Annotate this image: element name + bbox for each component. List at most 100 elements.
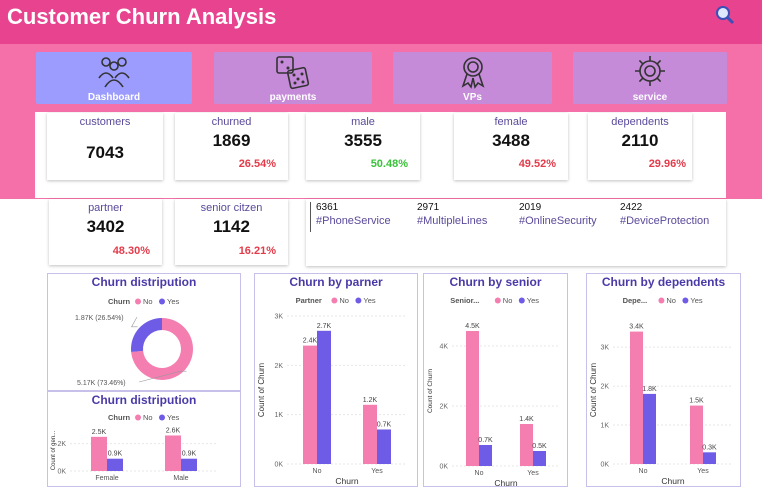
- churn-partner-data-label: 1.2K: [363, 397, 378, 404]
- churn-senior-xtick-label: No: [475, 470, 484, 477]
- kpi-senior-value: 1142: [213, 217, 250, 236]
- nav-vps-button[interactable]: VPs: [393, 52, 552, 104]
- kpi-churned-value: 1869: [212, 131, 251, 150]
- people-icon: [98, 57, 130, 88]
- kpi-customers-label: customers: [79, 116, 131, 128]
- churn-partner-legend-label-yes: Yes: [363, 296, 375, 305]
- gear-icon: [635, 56, 665, 86]
- churn-pie-card: Churn distripution Churn No Yes 5.17K (73.4…: [47, 273, 241, 391]
- churn-dependents-bar-no-yes[interactable]: [643, 393, 656, 464]
- churn-partner-xtick-label: Yes: [371, 468, 383, 475]
- churn-dependents-legend-label-yes: Yes: [690, 296, 702, 305]
- churn-partner-title: Churn by parner: [289, 275, 383, 289]
- churn-gender-legend-marker-yes: [159, 414, 165, 421]
- churn-partner-data-label: 2.4K: [303, 338, 318, 345]
- churn-senior-bar-yes-yes[interactable]: [533, 451, 546, 466]
- churn-dependents-legend-marker-yes: [682, 297, 689, 304]
- churn-senior-bar-yes-no[interactable]: [520, 424, 533, 466]
- churn-partner-bar-no-yes[interactable]: [317, 330, 331, 464]
- churn-gender-bar-male-yes[interactable]: [181, 458, 197, 471]
- churn-senior-ytick-label: 0K: [439, 464, 448, 471]
- service-phone-count: 6361: [316, 202, 339, 213]
- churn-partner-bar-no-no[interactable]: [303, 345, 317, 464]
- kpi-female-pct: 49.52%: [518, 158, 556, 170]
- search-icon[interactable]: [714, 4, 736, 26]
- kpi-male-value: 3555: [344, 131, 382, 150]
- nav-dashboard-button[interactable]: Dashboard: [36, 52, 192, 104]
- churn-pie-slice-label: 5.17K (73.46%): [77, 380, 126, 387]
- churn-partner-card: Churn by parner Partner No Yes 0K 1K 2K 3K Coun…: [254, 273, 418, 487]
- nav-dashboard-label: Dashboard: [87, 92, 141, 103]
- kpi-partner-value: 3402: [86, 217, 125, 236]
- churn-gender-card: Churn distripution Churn No Yes 0K 2K Count o…: [47, 391, 241, 487]
- churn-senior-bar-no-no[interactable]: [466, 331, 479, 466]
- churn-dependents-bar-yes-yes[interactable]: [703, 452, 716, 464]
- churn-partner-bar-yes-no[interactable]: [363, 404, 377, 464]
- churn-pie-legend-label-no: No: [143, 297, 153, 306]
- churn-dependents-legend-marker-no: [658, 297, 665, 304]
- kpi-dependents-card: dependents 2110 29.96%: [588, 113, 692, 180]
- churn-senior-bar-no-yes[interactable]: [479, 445, 492, 466]
- churn-dependents-legend-label-no: No: [666, 296, 676, 305]
- churn-dependents-xtick-label: Yes: [697, 468, 709, 475]
- churn-gender-legend-label-no: No: [143, 413, 153, 422]
- churn-partner-legend-label-no: No: [339, 296, 349, 305]
- page-title: Customer Churn Analysis: [7, 4, 277, 29]
- churn-gender-legend-marker-no: [135, 414, 141, 421]
- churn-partner-chart: Partner No Yes 0K 1K 2K 3K Count of Churn 2.4K 2.…: [257, 296, 407, 486]
- churn-senior-data-label: 1.4K: [519, 416, 534, 423]
- churn-gender-data-label: 0.9K: [182, 451, 197, 458]
- churn-gender-xtick-label: Female: [95, 475, 118, 482]
- churn-gender-ytick-label: 0K: [57, 469, 66, 476]
- churn-pie-slice-label: 1.87K (26.54%): [75, 315, 124, 322]
- churn-partner-ytick-label: 1K: [274, 412, 283, 419]
- churn-gender-ytick-label: 2K: [57, 441, 66, 448]
- churn-partner-xlabel: Churn: [335, 476, 358, 486]
- kpi-partner-pct: 48.30%: [112, 245, 150, 257]
- churn-pie-title: Churn distripution: [91, 275, 197, 289]
- churn-gender-legend-label-yes: Yes: [167, 413, 179, 422]
- churn-senior-ytick-label: 4K: [439, 344, 448, 351]
- churn-partner-ylabel: Count of Churn: [257, 363, 266, 417]
- churn-dependents-bar-yes-no[interactable]: [690, 405, 703, 464]
- churn-dependents-ytick-label: 1K: [600, 423, 609, 430]
- service-lines-name: #MultipleLines: [417, 215, 488, 227]
- churn-gender-xtick-label: Male: [173, 475, 188, 482]
- churn-senior-ytick-label: 2K: [439, 404, 448, 411]
- churn-partner-legend-title: Partner: [296, 296, 322, 305]
- churn-senior-data-label: 0.5K: [532, 443, 547, 450]
- churn-senior-ylabel: Count of Churn: [427, 369, 434, 413]
- churn-gender-data-label: 0.9K: [108, 451, 123, 458]
- churn-gender-data-label: 2.5K: [92, 429, 107, 436]
- kpi-customers-card: customers 7043: [47, 113, 163, 180]
- dice-icon: [276, 56, 310, 90]
- nav-service-button[interactable]: service: [573, 52, 727, 104]
- churn-dependents-ytick-label: 2K: [600, 384, 609, 391]
- churn-pie-legend-marker-yes: [159, 298, 165, 305]
- churn-dependents-card: Churn by dependents Depe... No Yes 0K 1K 2K 3K…: [586, 273, 741, 487]
- kpi-dependents-pct: 29.96%: [648, 158, 686, 170]
- churn-gender-bar-female-yes[interactable]: [107, 458, 123, 471]
- kpi-dependents-value: 2110: [621, 131, 659, 150]
- churn-dependents-bar-no-no[interactable]: [630, 331, 643, 464]
- churn-gender-bar-female-no[interactable]: [91, 436, 107, 471]
- churn-partner-legend-marker-no: [331, 297, 338, 304]
- churn-dependents-data-label: 3.4K: [629, 324, 644, 331]
- churn-partner-data-label: 2.7K: [317, 323, 332, 330]
- kpi-churned-pct: 26.54%: [238, 158, 276, 170]
- nav-payments-button[interactable]: payments: [214, 52, 372, 104]
- churn-pie-leader-line: [131, 316, 138, 328]
- kpi-churned-label: churned: [211, 116, 252, 128]
- service-item-phone: 6361 #PhoneService: [316, 202, 391, 227]
- churn-senior-legend-marker-yes: [518, 297, 525, 304]
- churn-gender-bar-male-no[interactable]: [165, 435, 181, 471]
- nav-payments-label: payments: [269, 92, 317, 103]
- churn-pie-legend-marker-no: [135, 298, 141, 305]
- churn-pie-slice-no[interactable]: [131, 318, 194, 380]
- churn-partner-bar-yes-yes[interactable]: [377, 429, 391, 464]
- kpi-partner-card: partner 3402 48.30%: [49, 199, 162, 265]
- service-phone-name: #PhoneService: [316, 215, 391, 227]
- churn-pie-slice-yes[interactable]: [131, 318, 162, 353]
- churn-dependents-ylabel: Count of Churn: [589, 363, 598, 417]
